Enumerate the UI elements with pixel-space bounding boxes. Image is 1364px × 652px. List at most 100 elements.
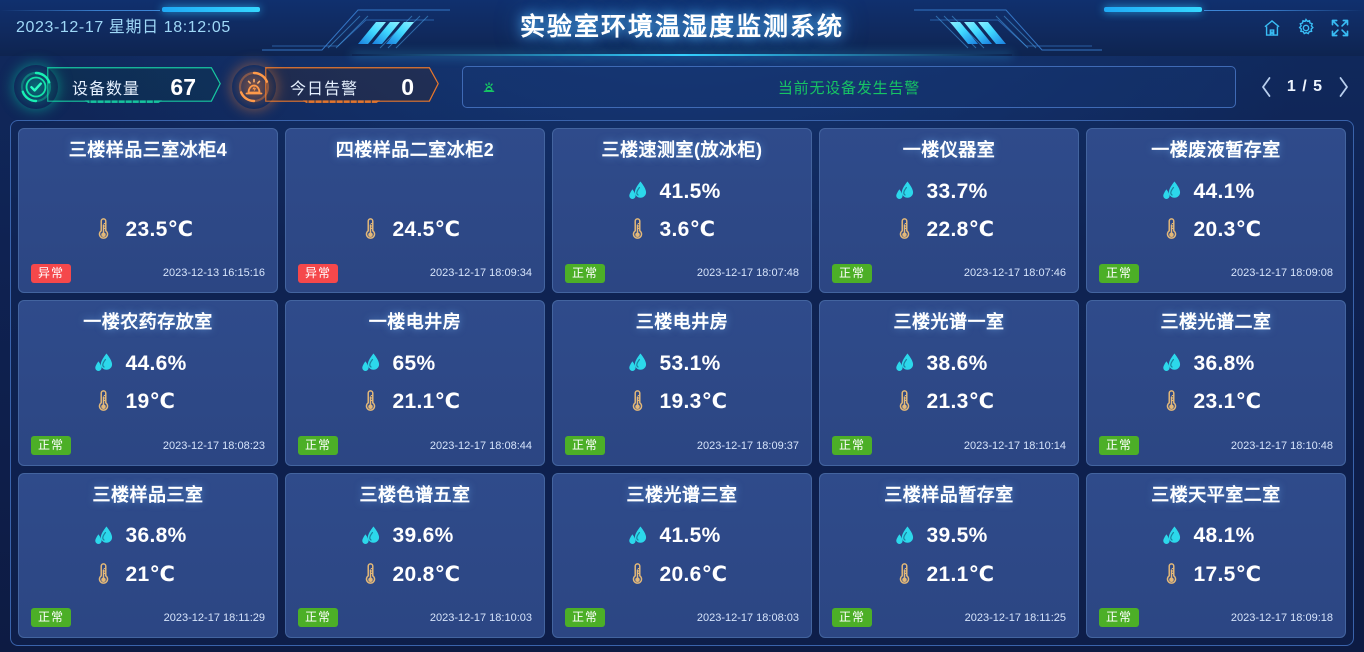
chevron-left-icon[interactable] xyxy=(1260,76,1273,98)
device-name: 三楼样品暂存室 xyxy=(884,484,1014,505)
temperature-value: 19℃ xyxy=(125,390,176,414)
device-footer: 正常 2023-12-17 18:07:48 xyxy=(565,262,799,284)
device-card[interactable]: 三楼光谱一室 38.6% 21.3℃ 正常 2023-12-17 18:10:14 xyxy=(819,300,1079,466)
status-badge: 正常 xyxy=(1099,436,1140,456)
status-badge: 异常 xyxy=(31,263,72,283)
last-updated-timestamp: 2023-12-17 18:09:08 xyxy=(1230,267,1333,280)
today-alarms-ring xyxy=(232,65,277,109)
last-updated-timestamp: 2023-12-17 18:10:48 xyxy=(1230,439,1333,452)
device-count-value: 67 xyxy=(170,73,197,100)
device-name: 四楼样品二室冰柜2 xyxy=(335,140,495,160)
thermometer-icon xyxy=(98,218,108,239)
humidity-drop-icon xyxy=(628,526,646,544)
title-underline xyxy=(352,54,1012,56)
status-badge: 异常 xyxy=(298,263,339,283)
device-footer: 异常 2023-12-13 16:15:16 xyxy=(31,262,265,284)
last-updated-timestamp: 2023-12-17 18:09:18 xyxy=(1230,611,1333,624)
humidity-metric: 41.5% xyxy=(565,179,799,205)
temperature-value: 21.3℃ xyxy=(926,390,995,414)
humidity-value: 44.1% xyxy=(1193,179,1255,203)
status-badge: 正常 xyxy=(1099,263,1140,283)
device-card[interactable]: 三楼天平室二室 48.1% 17.5℃ 正常 2023-12-17 18:09:18 xyxy=(1086,472,1346,638)
header-rule-left xyxy=(0,10,160,11)
temperature-value: 24.5℃ xyxy=(392,218,461,242)
device-card[interactable]: 三楼光谱三室 41.5% 20.6℃ 正常 2023-12-17 18:08:03 xyxy=(552,472,812,638)
device-card[interactable]: 三楼光谱二室 36.8% 23.1℃ 正常 2023-12-17 18:10:48 xyxy=(1086,300,1346,466)
device-card[interactable]: 三楼样品三室冰柜4 23.5℃ 异常 2023-12-13 16:15:16 xyxy=(18,128,278,294)
status-badge: 正常 xyxy=(31,608,72,628)
device-count-body: 设备数量 67 xyxy=(46,66,222,108)
device-metrics: 36.8% 23.1℃ xyxy=(1099,335,1333,434)
device-card[interactable]: 三楼电井房 53.1% 19.3℃ 正常 2023-12-17 18:09:37 xyxy=(552,300,812,466)
home-icon[interactable] xyxy=(1262,18,1282,38)
today-alarms-body: 今日告警 0 xyxy=(264,66,440,108)
fullscreen-icon[interactable] xyxy=(1330,18,1350,38)
thermometer-icon xyxy=(365,390,375,412)
today-alarms-value: 0 xyxy=(401,73,415,100)
device-name: 三楼光谱一室 xyxy=(893,312,1005,333)
device-name: 三楼样品三室冰柜4 xyxy=(68,140,228,160)
device-card[interactable]: 一楼废液暂存室 44.1% 20.3℃ 正常 2023-12-17 18:09:08 xyxy=(1086,128,1346,294)
temperature-metric: 19℃ xyxy=(31,389,265,415)
device-card[interactable]: 一楼仪器室 33.7% 22.8℃ 正常 2023-12-17 18:07:46 xyxy=(819,128,1079,294)
device-count-plate xyxy=(47,67,221,103)
device-footer: 正常 2023-12-17 18:10:48 xyxy=(1099,435,1333,457)
page-indicator: 1 / 5 xyxy=(1286,78,1323,95)
humidity-drop-icon xyxy=(1162,181,1180,200)
humidity-metric: 33.7% xyxy=(832,179,1066,205)
stat-card-device-count[interactable]: 设备数量 67 xyxy=(14,65,222,109)
humidity-value: 39.5% xyxy=(926,524,988,548)
device-name: 三楼光谱二室 xyxy=(1160,312,1272,333)
temperature-metric: 21.1℃ xyxy=(832,561,1066,587)
header-decoration-left xyxy=(262,9,450,51)
device-metrics: 41.5% 20.6℃ xyxy=(565,508,799,607)
temperature-value: 23.5℃ xyxy=(125,218,194,242)
device-card[interactable]: 三楼样品三室 36.8% 21℃ 正常 2023-12-17 18:11:29 xyxy=(18,472,278,638)
humidity-drop-icon xyxy=(361,354,379,372)
device-card[interactable]: 一楼电井房 65% 21.1℃ 正常 2023-12-17 18:08:44 xyxy=(285,300,545,466)
last-updated-timestamp: 2023-12-17 18:07:46 xyxy=(963,267,1066,280)
humidity-drop-icon xyxy=(94,526,112,544)
device-card[interactable]: 三楼速测室(放冰柜) 41.5% 3.6℃ 正常 2023-12-17 18:07:48 xyxy=(552,128,812,294)
temperature-metric: 20.3℃ xyxy=(1099,217,1333,243)
humidity-drop-icon xyxy=(895,354,913,372)
humidity-metric: 65% xyxy=(298,351,532,377)
humidity-metric: 53.1% xyxy=(565,351,799,377)
stat-card-today-alarms[interactable]: 今日告警 0 xyxy=(232,65,440,109)
device-metrics: 39.6% 20.8℃ xyxy=(298,508,532,607)
temperature-value: 20.6℃ xyxy=(659,562,728,586)
chevron-right-icon[interactable] xyxy=(1337,76,1350,98)
device-card[interactable]: 一楼农药存放室 44.6% 19℃ 正常 2023-12-17 18:08:23 xyxy=(18,300,278,466)
humidity-metric: 44.1% xyxy=(1099,179,1333,205)
device-footer: 正常 2023-12-17 18:07:46 xyxy=(832,262,1066,284)
thermometer-icon xyxy=(365,218,375,239)
page-title: 实验室环境温湿度监测系统 xyxy=(519,13,844,41)
status-badge: 正常 xyxy=(1099,608,1140,628)
humidity-drop-icon xyxy=(895,181,913,200)
header-datetime: 2023-12-17 星期日 18:12:05 xyxy=(16,19,231,36)
status-badge: 正常 xyxy=(832,263,873,283)
device-card[interactable]: 三楼样品暂存室 39.5% 21.1℃ 正常 2023-12-17 18:11:25 xyxy=(819,472,1079,638)
device-name: 三楼样品三室 xyxy=(92,484,204,505)
temperature-value: 21.1℃ xyxy=(392,390,461,414)
temperature-metric: 21℃ xyxy=(31,561,265,587)
thermometer-icon xyxy=(632,562,642,584)
device-metrics: 38.6% 21.3℃ xyxy=(832,335,1066,434)
device-metrics: 53.1% 19.3℃ xyxy=(565,335,799,434)
device-metrics: 39.5% 21.1℃ xyxy=(832,508,1066,607)
temperature-metric: 20.8℃ xyxy=(298,561,532,587)
humidity-metric: 38.6% xyxy=(832,351,1066,377)
device-name: 三楼天平室二室 xyxy=(1151,484,1281,505)
gear-icon[interactable] xyxy=(1296,18,1316,38)
thermometer-icon xyxy=(98,390,108,412)
last-updated-timestamp: 2023-12-17 18:11:25 xyxy=(964,611,1066,624)
last-updated-timestamp: 2023-12-17 18:08:44 xyxy=(429,439,532,452)
thermometer-icon xyxy=(365,562,375,584)
temperature-value: 23.1℃ xyxy=(1193,390,1262,414)
device-metrics: 23.5℃ xyxy=(31,163,265,262)
device-metrics: 48.1% 17.5℃ xyxy=(1099,508,1333,607)
device-card[interactable]: 四楼样品二室冰柜2 24.5℃ 异常 2023-12-17 18:09:34 xyxy=(285,128,545,294)
device-card[interactable]: 三楼色谱五室 39.6% 20.8℃ 正常 2023-12-17 18:10:03 xyxy=(285,472,545,638)
humidity-drop-icon xyxy=(895,526,913,544)
device-metrics: 65% 21.1℃ xyxy=(298,335,532,434)
